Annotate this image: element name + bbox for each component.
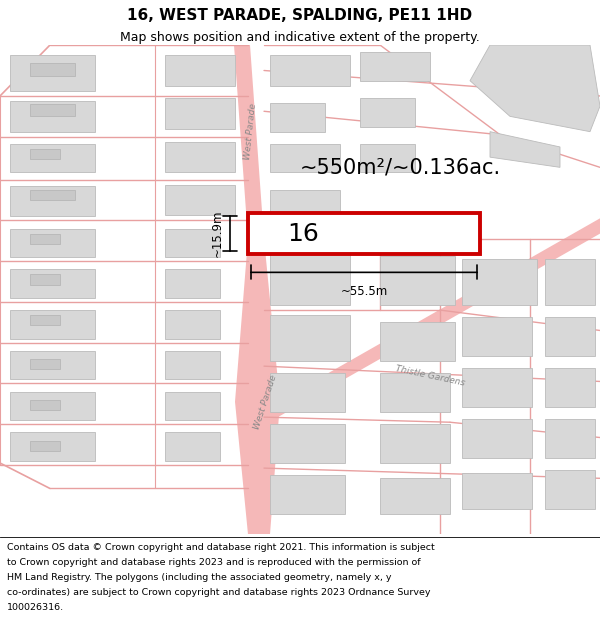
Bar: [30, 274, 60, 284]
Bar: [270, 475, 345, 514]
Text: ~550m²/~0.136ac.: ~550m²/~0.136ac.: [300, 158, 501, 177]
Bar: [462, 419, 532, 458]
Bar: [360, 52, 430, 81]
Bar: [10, 55, 95, 91]
Bar: [270, 254, 350, 305]
Bar: [165, 269, 220, 298]
Text: co-ordinates) are subject to Crown copyright and database rights 2023 Ordnance S: co-ordinates) are subject to Crown copyr…: [7, 588, 431, 598]
Bar: [270, 315, 350, 361]
Text: ~55.5m: ~55.5m: [340, 284, 388, 298]
Bar: [270, 373, 345, 412]
Bar: [10, 269, 95, 298]
Bar: [462, 318, 532, 356]
Text: HM Land Registry. The polygons (including the associated geometry, namely x, y: HM Land Registry. The polygons (includin…: [7, 573, 392, 582]
Text: ~15.9m: ~15.9m: [211, 210, 224, 258]
Bar: [10, 310, 95, 339]
Text: 100026316.: 100026316.: [7, 603, 64, 612]
Bar: [30, 63, 75, 76]
Bar: [10, 186, 95, 216]
Bar: [10, 101, 95, 132]
Bar: [270, 144, 340, 172]
Bar: [270, 103, 325, 132]
Bar: [545, 318, 595, 356]
Text: Map shows position and indicative extent of the property.: Map shows position and indicative extent…: [120, 31, 480, 44]
Bar: [30, 104, 75, 116]
Bar: [165, 98, 235, 129]
Bar: [462, 368, 532, 407]
Bar: [30, 400, 60, 410]
Bar: [380, 424, 450, 463]
Bar: [10, 432, 95, 461]
Bar: [165, 142, 235, 172]
Bar: [545, 368, 595, 407]
Bar: [248, 213, 480, 254]
Bar: [462, 259, 537, 305]
Bar: [30, 315, 60, 326]
Bar: [380, 322, 455, 361]
Bar: [270, 55, 350, 86]
Bar: [545, 470, 595, 509]
Bar: [165, 229, 220, 257]
Text: West Parade: West Parade: [252, 373, 278, 430]
Bar: [165, 310, 220, 339]
Bar: [30, 441, 60, 451]
Bar: [360, 144, 415, 172]
Bar: [545, 419, 595, 458]
Text: West Parade: West Parade: [242, 103, 257, 161]
Bar: [380, 478, 450, 514]
Bar: [270, 190, 340, 218]
Text: 16, WEST PARADE, SPALDING, PE11 1HD: 16, WEST PARADE, SPALDING, PE11 1HD: [127, 8, 473, 23]
Polygon shape: [234, 45, 264, 239]
Text: Thistle Gardens: Thistle Gardens: [394, 364, 466, 388]
Polygon shape: [235, 239, 280, 534]
Bar: [30, 359, 60, 369]
Polygon shape: [470, 45, 600, 132]
Bar: [165, 55, 235, 86]
Bar: [270, 424, 345, 463]
Bar: [30, 149, 60, 159]
Bar: [30, 190, 75, 200]
Bar: [10, 144, 95, 172]
Bar: [165, 351, 220, 379]
Polygon shape: [260, 218, 600, 428]
Bar: [380, 256, 455, 305]
Bar: [360, 98, 415, 126]
Bar: [545, 259, 595, 305]
Text: to Crown copyright and database rights 2023 and is reproduced with the permissio: to Crown copyright and database rights 2…: [7, 558, 421, 568]
Bar: [462, 473, 532, 509]
Bar: [10, 229, 95, 257]
Bar: [165, 184, 235, 215]
Bar: [165, 432, 220, 461]
Bar: [380, 373, 450, 412]
Text: 16: 16: [287, 222, 319, 246]
Bar: [165, 392, 220, 420]
Text: Contains OS data © Crown copyright and database right 2021. This information is : Contains OS data © Crown copyright and d…: [7, 543, 435, 552]
Bar: [30, 234, 60, 244]
Polygon shape: [490, 132, 560, 168]
Bar: [10, 392, 95, 420]
Bar: [10, 351, 95, 379]
